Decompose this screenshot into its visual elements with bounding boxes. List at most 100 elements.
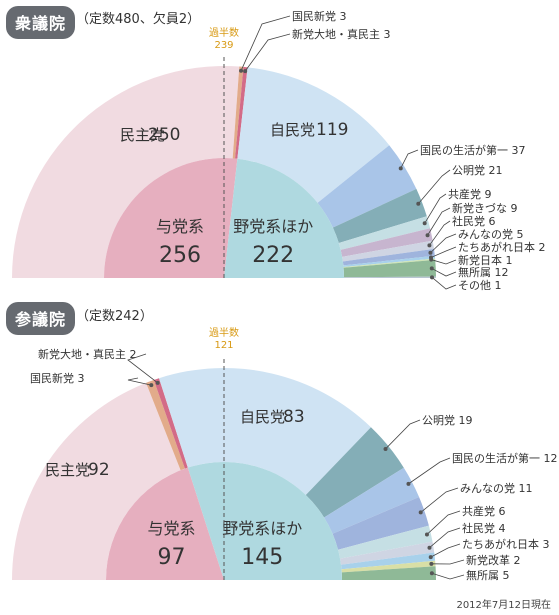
callout-label: 新党日本 1 xyxy=(458,253,513,267)
slice-value-label: 92 xyxy=(88,460,110,480)
callout-label: 無所属 12 xyxy=(458,265,509,279)
slice-民主党 xyxy=(12,66,240,278)
callout-dot xyxy=(425,233,430,238)
callout-dot xyxy=(406,481,411,486)
slice-共産党 xyxy=(338,216,431,250)
callout-dot xyxy=(418,510,423,515)
callout-line xyxy=(420,487,459,513)
callout-line xyxy=(427,207,451,236)
callout-dot xyxy=(416,201,421,206)
slice-共産党 xyxy=(338,525,433,559)
group-value-label: 97 xyxy=(158,545,186,570)
callout-label: 新党改革 2 xyxy=(466,553,521,567)
callout-label: 公明党 19 xyxy=(422,414,473,427)
group-name-label: 与党系 xyxy=(156,217,204,236)
callout-line xyxy=(430,543,461,558)
callout-line xyxy=(430,233,457,254)
slice-たちあがれ日本 xyxy=(343,255,436,267)
callout-dot xyxy=(429,266,434,271)
callout-dot xyxy=(383,446,388,451)
slice-新党日本 xyxy=(343,258,436,268)
callout-dot xyxy=(243,69,248,74)
slice-国民の生活が第一 xyxy=(317,145,417,228)
callout-line xyxy=(431,277,457,290)
callout-label: 社民党 4 xyxy=(462,521,506,535)
majority-value: 121 xyxy=(214,340,233,351)
callout-label: たちあがれ日本 3 xyxy=(462,537,550,551)
house-subtitle-upper: （定数242） xyxy=(76,309,153,324)
group-野党系ほか xyxy=(187,462,342,580)
callout-label: 国民の生活が第一 12 xyxy=(452,451,558,465)
slice-国民新党 xyxy=(146,379,185,471)
callout-dot xyxy=(427,545,432,550)
callout-line xyxy=(431,268,457,277)
callout-dot xyxy=(428,250,433,255)
callout-dot xyxy=(149,383,154,388)
slice-value-label: 83 xyxy=(283,407,305,427)
callout-line xyxy=(430,246,457,258)
slice-name-label: 自民党 xyxy=(270,121,315,139)
callout-line xyxy=(385,419,421,450)
majority-value: 239 xyxy=(214,40,233,51)
callout-label: 公明党 21 xyxy=(452,164,503,177)
callout-dot xyxy=(424,532,429,537)
callout-label: 新党大地・真民主 2 xyxy=(38,347,137,361)
callout-label: 社民党 6 xyxy=(452,214,496,228)
slice-新党きづな xyxy=(340,228,433,257)
slice-value-label: 119 xyxy=(316,120,348,140)
slice-自民党 xyxy=(237,67,390,203)
group-name-label: 野党系ほか xyxy=(222,519,302,538)
slice-無所属 xyxy=(343,259,436,278)
slice-無所属 xyxy=(341,566,436,580)
slice-name-label: 自民党 xyxy=(240,408,285,426)
slice-民主党 xyxy=(12,382,181,580)
callout-line xyxy=(127,353,158,384)
callout-label: 国民新党 3 xyxy=(292,9,347,23)
callout-dot xyxy=(429,275,434,280)
callout-line xyxy=(240,15,291,71)
house-title-upper: 参議院 xyxy=(6,302,76,335)
callout-label: たちあがれ日本 2 xyxy=(458,240,546,254)
callout-label: 国民新党 3 xyxy=(30,371,85,385)
callout-line xyxy=(400,149,419,169)
slice-その他 xyxy=(343,276,436,278)
callout-line xyxy=(418,169,451,205)
group-野党系ほか xyxy=(224,158,344,278)
slice-国民新党 xyxy=(232,66,244,159)
callout-line xyxy=(431,259,457,265)
group-value-label: 222 xyxy=(252,243,294,268)
callout-label: 新党大地・真民主 3 xyxy=(292,27,391,41)
slice-社民党 xyxy=(342,240,434,262)
callout-label: 新党きづな 9 xyxy=(452,201,518,215)
callout-line xyxy=(408,457,451,485)
group-与党系 xyxy=(104,158,238,278)
callout-dot xyxy=(428,555,433,560)
majority-label: 過半数 xyxy=(209,26,239,39)
group-value-label: 145 xyxy=(241,545,283,570)
callout-label: 共産党 6 xyxy=(462,505,506,518)
slice-新党大地・真民主 xyxy=(153,378,188,469)
group-name-label: 与党系 xyxy=(148,519,196,538)
slice-社民党 xyxy=(340,541,435,565)
slice-name-label: 民主党 xyxy=(120,126,165,144)
callout-dot xyxy=(429,561,434,566)
slice-value-label: 250 xyxy=(148,125,180,145)
callout-dot xyxy=(155,380,160,385)
callout-line xyxy=(429,527,461,549)
callout-dot xyxy=(429,257,434,262)
slice-たちあがれ日本 xyxy=(341,552,436,570)
group-与党系 xyxy=(106,467,224,580)
slice-新党大地・真民主 xyxy=(235,66,248,159)
callout-dot xyxy=(427,243,432,248)
slice-みんなの党 xyxy=(332,496,429,550)
slice-公明党 xyxy=(305,427,404,518)
callout-line xyxy=(431,572,465,580)
callout-dot xyxy=(239,68,244,73)
callout-dot xyxy=(398,166,403,171)
callout-label: 国民の生活が第一 37 xyxy=(420,143,526,157)
house-title-lower: 衆議院 xyxy=(6,6,76,39)
callout-label: みんなの党 5 xyxy=(458,228,524,241)
majority-label: 過半数 xyxy=(209,326,239,339)
